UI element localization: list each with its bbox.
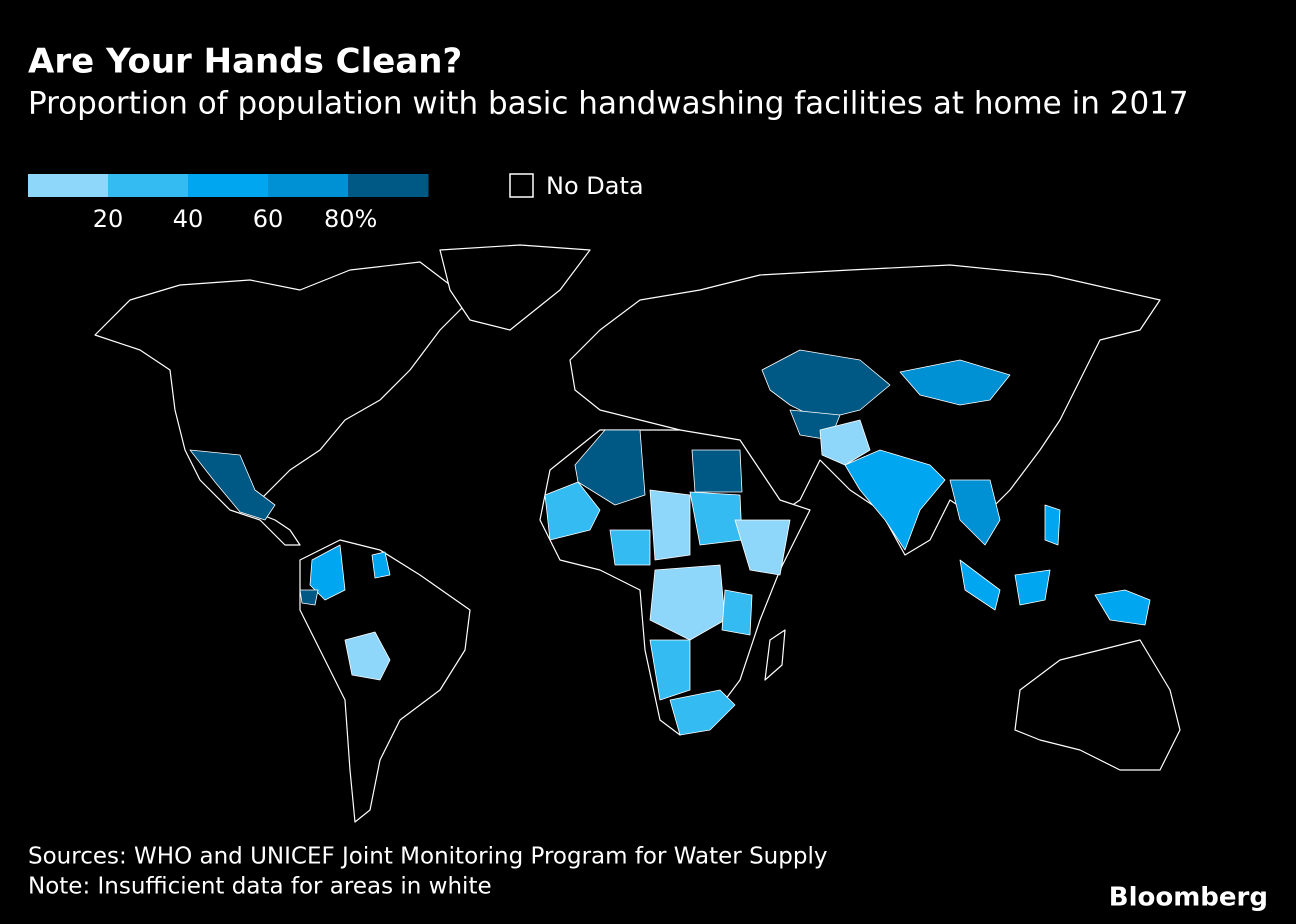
region-fill (544, 481, 601, 541)
region-fill (189, 449, 276, 521)
legend-tick-label: 80% (324, 205, 377, 233)
region-fill (761, 349, 891, 421)
region-fill (844, 449, 946, 551)
world-map (94, 244, 1181, 823)
no-data-swatch (509, 173, 534, 198)
legend-tick-label: 40 (173, 205, 204, 233)
region-fill (899, 359, 1011, 406)
south-america (299, 539, 471, 823)
region-fill (669, 689, 736, 736)
legend-swatch (28, 174, 109, 197)
no-data-label: No Data (546, 172, 644, 200)
brand-logo: Bloomberg (1109, 883, 1268, 913)
legend-swatch (348, 174, 429, 197)
region-fill (1094, 589, 1151, 626)
north-america (94, 261, 471, 546)
legend-swatch (188, 174, 269, 197)
region-fill (299, 589, 319, 606)
greenland (439, 244, 591, 331)
madagascar (764, 629, 786, 681)
legend-tick-label: 60 (253, 205, 284, 233)
region-fill (649, 489, 691, 561)
legend-swatch (108, 174, 189, 197)
region-fill (344, 631, 391, 681)
legend: No Data 20 40 60 80% (28, 172, 644, 233)
region-fill (649, 639, 691, 701)
region-fill (309, 544, 346, 601)
region-fill (734, 519, 791, 576)
region-fill (691, 449, 743, 493)
region-fill (721, 589, 753, 636)
region-fill (959, 559, 1001, 611)
region-fill (1014, 569, 1051, 606)
source: Sources: WHO and UNICEF Joint Monitoring… (28, 844, 827, 870)
region-fill (649, 564, 726, 641)
region-fill (819, 419, 871, 466)
subtitle: Proportion of population with basic hand… (28, 86, 1189, 122)
region-fill (609, 529, 651, 566)
region-fill (371, 551, 391, 579)
note: Note: Insufficient data for areas in whi… (28, 874, 492, 900)
region-fill (949, 479, 1001, 546)
australia (1014, 639, 1181, 771)
title: Are Your Hands Clean? (28, 42, 462, 82)
legend-tick-label: 20 (93, 205, 124, 233)
legend-swatch (268, 174, 349, 197)
region-fill (1044, 504, 1061, 546)
